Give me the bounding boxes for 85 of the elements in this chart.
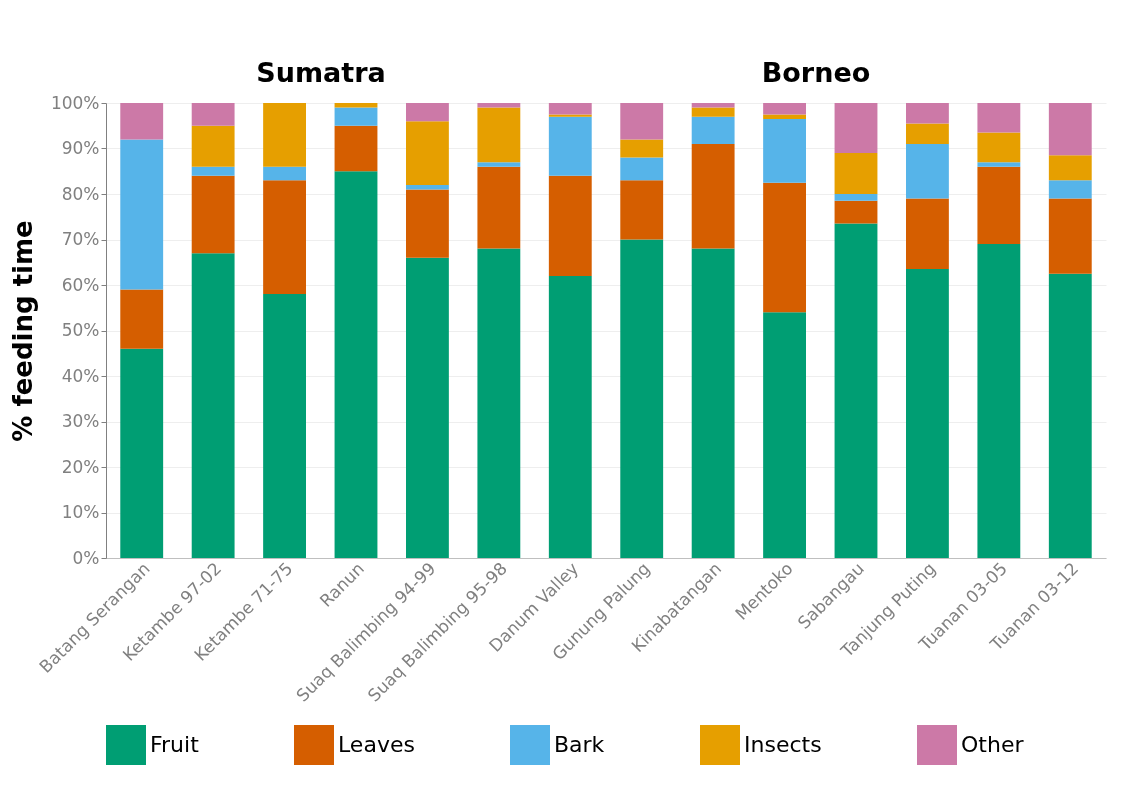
bar xyxy=(763,182,806,313)
bar xyxy=(263,103,306,167)
bar xyxy=(977,162,1021,167)
bar xyxy=(1048,180,1092,199)
bar xyxy=(834,153,878,194)
bar xyxy=(620,139,664,158)
bar xyxy=(406,121,449,185)
y-tick-label: 60% xyxy=(61,274,100,295)
bar xyxy=(334,107,378,126)
bar xyxy=(834,223,878,558)
bar xyxy=(263,294,306,558)
bar xyxy=(406,257,449,558)
bar xyxy=(763,114,806,119)
bar xyxy=(191,253,235,558)
bar xyxy=(477,107,521,163)
bar xyxy=(977,166,1021,245)
bar xyxy=(620,157,664,181)
legend-label: Leaves xyxy=(338,732,415,757)
bar xyxy=(906,143,949,199)
legend-label: Bark xyxy=(554,732,605,757)
bar xyxy=(620,180,664,240)
bar xyxy=(477,103,521,108)
bar xyxy=(548,175,592,276)
bar xyxy=(620,239,664,558)
bar xyxy=(906,103,949,124)
y-tick-label: 10% xyxy=(61,502,100,522)
bar xyxy=(834,103,878,154)
bar xyxy=(1048,103,1092,156)
y-tick-label: 30% xyxy=(61,411,100,431)
y-axis-title: % feeding time xyxy=(7,220,38,442)
bar xyxy=(691,248,735,558)
bar xyxy=(1048,198,1092,274)
y-tick-label: 40% xyxy=(61,365,100,386)
legend-label: Insects xyxy=(744,732,822,757)
y-tick-label: 100% xyxy=(50,92,100,113)
bar xyxy=(1048,155,1092,181)
bar xyxy=(977,244,1021,558)
bar xyxy=(120,348,164,558)
y-tick-label: 70% xyxy=(61,229,100,249)
bar xyxy=(334,103,378,108)
bar xyxy=(620,103,664,140)
y-tick-label: 20% xyxy=(61,456,100,477)
bar xyxy=(548,114,592,117)
bar xyxy=(548,275,592,558)
bar xyxy=(120,103,164,140)
y-tick-label: 90% xyxy=(61,138,100,158)
bar xyxy=(191,103,235,126)
bar xyxy=(834,200,878,224)
legend-label: Fruit xyxy=(150,732,200,757)
bar xyxy=(548,116,592,176)
bar xyxy=(906,198,949,270)
bar xyxy=(120,289,164,349)
text: Borneo xyxy=(761,57,871,88)
bar xyxy=(763,312,806,558)
bar xyxy=(691,116,735,144)
bar xyxy=(477,248,521,558)
bar xyxy=(691,103,735,108)
bar xyxy=(406,189,449,258)
legend-label: Other xyxy=(961,732,1025,757)
bar xyxy=(334,171,378,558)
bar xyxy=(191,175,235,254)
bar xyxy=(120,139,164,290)
bar xyxy=(763,118,806,183)
bar xyxy=(477,166,521,249)
y-tick-label: 80% xyxy=(61,183,100,204)
bar xyxy=(191,125,235,167)
y-tick-label: 0% xyxy=(72,547,100,568)
bar xyxy=(691,107,735,117)
bar xyxy=(406,103,449,122)
bar xyxy=(477,162,521,167)
bar xyxy=(334,125,378,172)
text: Sumatra xyxy=(256,57,386,88)
bar xyxy=(263,180,306,295)
bar xyxy=(263,166,306,181)
bar xyxy=(834,194,878,201)
bar xyxy=(691,143,735,249)
bar xyxy=(1048,273,1092,558)
bar xyxy=(548,103,592,115)
bar xyxy=(763,103,806,115)
y-tick-label: 50% xyxy=(61,320,100,340)
bar xyxy=(191,166,235,176)
bar xyxy=(906,269,949,558)
bar xyxy=(977,103,1021,133)
bar xyxy=(906,123,949,144)
bar xyxy=(977,132,1021,163)
